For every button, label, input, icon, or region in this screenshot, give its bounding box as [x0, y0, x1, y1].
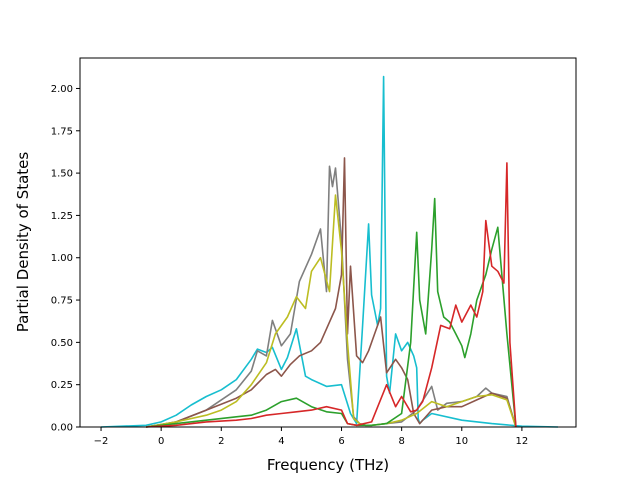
plot-area [100, 75, 559, 428]
x-axis: −2 0 2 4 6 8 10 12 [94, 427, 529, 447]
x-tick-label: 2 [218, 436, 224, 447]
series-line-4 [145, 194, 517, 428]
x-tick-label: 8 [398, 436, 404, 447]
x-tick-label: 4 [278, 436, 284, 447]
y-tick-label: 0.75 [51, 296, 73, 307]
y-tick-label: 0.00 [51, 423, 73, 434]
x-tick-label: 6 [338, 436, 344, 447]
y-tick-label: 1.75 [51, 126, 73, 137]
series-line-1 [100, 75, 559, 428]
series-line-3 [145, 157, 517, 428]
x-tick-label: −2 [94, 436, 109, 447]
x-axis-label: Frequency (THz) [267, 456, 389, 474]
y-tick-label: 1.25 [51, 211, 73, 222]
series-line-2 [145, 165, 517, 428]
y-axis-label: Partial Density of States [14, 152, 32, 333]
x-tick-label: 12 [516, 436, 529, 447]
y-tick-label: 2.00 [51, 84, 73, 95]
y-tick-label: 0.50 [51, 338, 73, 349]
y-axis: 0.00 0.25 0.50 0.75 1.00 1.25 1.50 1.75 2.00 [51, 84, 80, 434]
y-tick-label: 1.50 [51, 169, 73, 180]
y-tick-label: 1.00 [51, 253, 73, 264]
y-tick-label: 0.25 [51, 380, 73, 391]
series-line-6 [146, 162, 517, 428]
axes-frame [79, 57, 577, 428]
x-tick-label: 0 [158, 436, 164, 447]
series-line-5 [146, 197, 517, 428]
x-tick-label: 10 [455, 436, 468, 447]
